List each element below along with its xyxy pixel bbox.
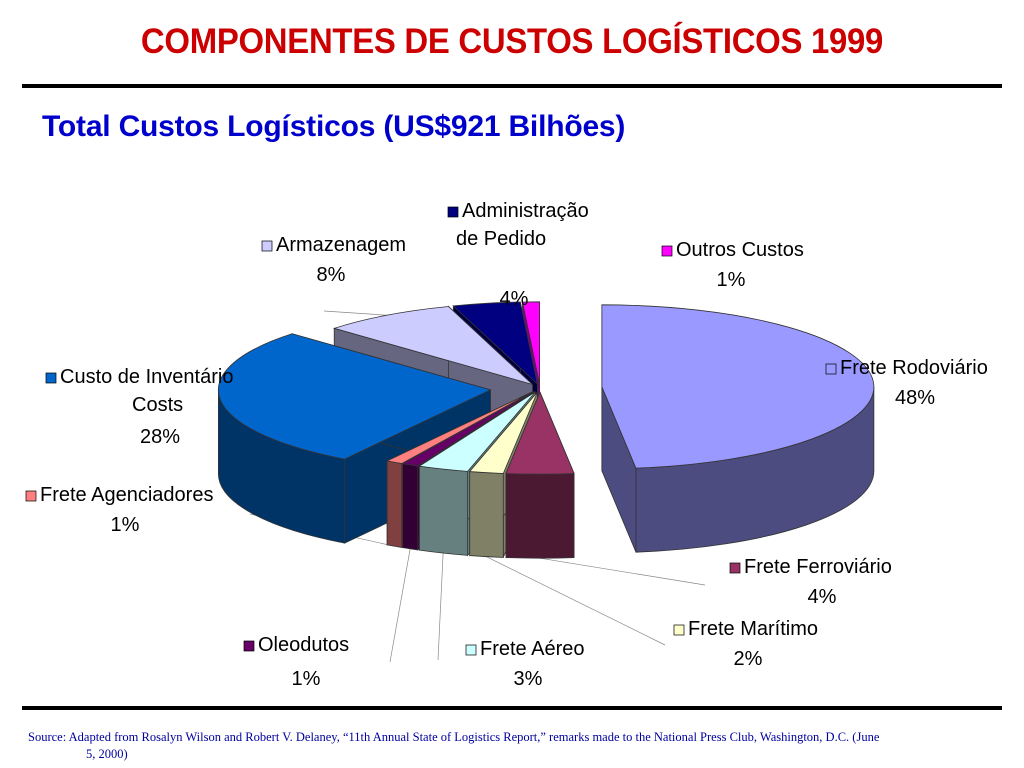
leader-line	[389, 548, 411, 663]
pie-slices	[217, 301, 875, 559]
slice-top-face	[385, 391, 534, 464]
leader-line	[437, 553, 444, 661]
pie-slice	[601, 304, 875, 553]
slice-top-face	[217, 333, 492, 460]
legend-swatch	[261, 240, 273, 252]
slice-top-face	[521, 301, 540, 384]
slice-value-label: 28%	[140, 426, 180, 448]
slice-top-face	[505, 391, 575, 475]
leader-line	[323, 310, 387, 316]
slice-value-label: 1%	[292, 668, 321, 690]
legend-swatch	[447, 206, 459, 218]
legend-swatch	[243, 640, 255, 652]
slice-top-face	[401, 391, 534, 467]
slice-value-label: 3%	[514, 668, 543, 690]
slice-value-label: 4%	[500, 288, 529, 310]
legend-swatch	[729, 562, 741, 574]
slice-value-label: 48%	[895, 387, 935, 409]
legend-swatch	[673, 624, 685, 636]
slice-outer-wall	[402, 463, 419, 551]
slice-top-face	[452, 301, 539, 386]
leader-line	[539, 557, 706, 586]
slice-label: Frete Rodoviário	[840, 357, 988, 379]
legend-swatch	[825, 363, 837, 375]
slice-label: Outros Custos	[676, 239, 804, 261]
legend-swatch	[465, 644, 477, 656]
slice-outer-wall	[386, 460, 403, 548]
pie-slice	[505, 391, 575, 559]
source-line-1: Source: Adapted from Rosalyn Wilson and …	[28, 730, 880, 744]
slice-value-label: 1%	[111, 514, 140, 536]
slice-top-face	[418, 391, 536, 472]
legend-swatch	[25, 490, 37, 502]
slice-top-face	[468, 391, 538, 474]
leader-line	[486, 556, 666, 646]
slice-label: Frete Agenciadores	[40, 484, 213, 506]
chart-subtitle: Total Custos Logísticos (US$921 Bilhões)	[42, 110, 626, 143]
slice-label: de Pedido	[456, 228, 546, 250]
source-line-2: 5, 2000)	[86, 747, 128, 761]
slice-value-label: 2%	[734, 648, 763, 670]
slice-top-face	[601, 304, 875, 469]
slice-labels: Frete Rodoviário 48% Frete Ferroviário 4% Fr…	[25, 200, 988, 690]
slice-outer-wall	[469, 471, 504, 558]
slice-outer-wall	[419, 465, 469, 556]
legend-swatch	[661, 245, 673, 257]
footer-divider	[22, 706, 1002, 710]
slice-value-label: 1%	[717, 269, 746, 291]
slice-value-label: 4%	[808, 586, 837, 608]
pie-chart: Frete Rodoviário 48% Frete Ferroviário 4% Fr…	[25, 200, 988, 690]
slice-label: Costs	[132, 394, 183, 416]
page-title: COMPONENTES DE CUSTOS LOGÍSTICOS 1999	[140, 22, 884, 61]
slice-label: Oleodutos	[258, 634, 349, 656]
slice-top-face	[332, 306, 533, 385]
slice-value-label: 8%	[317, 264, 346, 286]
slice-label: Frete Marítimo	[688, 618, 818, 640]
legend-swatch	[45, 372, 57, 384]
slice-outer-wall	[505, 473, 575, 559]
source-note: Source: Adapted from Rosalyn Wilson and …	[28, 729, 1018, 763]
title-divider	[22, 84, 1002, 88]
slice-label: Administração	[462, 200, 589, 222]
slice-label: Custo de Inventário	[60, 366, 233, 388]
slice-label: Armazenagem	[276, 234, 406, 256]
slice-label: Frete Aéreo	[480, 638, 585, 660]
slice-label: Frete Ferroviário	[744, 556, 892, 578]
